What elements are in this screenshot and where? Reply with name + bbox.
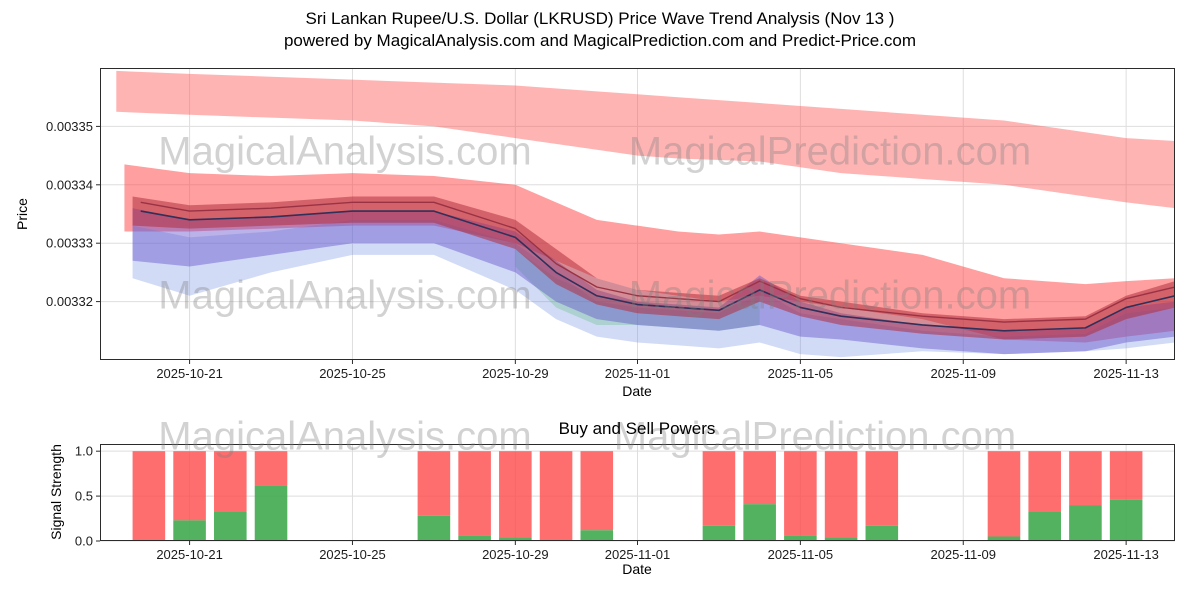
sell-power-bar — [824, 451, 858, 538]
svg-text:0.5: 0.5 — [75, 489, 93, 504]
price-axis-label: Price — [14, 198, 30, 230]
buy-power-bar — [417, 515, 451, 541]
watermark-magicalprediction-2: MagicalPrediction.com — [628, 273, 1032, 318]
svg-text:2025-11-05: 2025-11-05 — [768, 547, 834, 562]
svg-text:0.00335: 0.00335 — [46, 119, 93, 134]
buy-sell-power-chart: 2025-10-21 2025-10-25 2025-10-29 2025-11-01… — [75, 444, 1175, 562]
buy-power-bar — [865, 525, 899, 541]
figure-title: Sri Lankan Rupee/U.S. Dollar (LKRUSD) Pr… — [305, 9, 895, 28]
sell-power-bar — [173, 451, 206, 521]
buy-power-bar — [173, 520, 206, 541]
axes-spines — [100, 444, 1175, 541]
price-chart: 2025-10-21 2025-10-25 2025-10-29 2025-11-01… — [46, 68, 1175, 381]
sell-power-bar — [743, 451, 776, 505]
buy-power-bar — [458, 535, 491, 541]
figure-subtitle: powered by MagicalAnalysis.com and Magic… — [283, 31, 917, 50]
watermark-magicalprediction-1: MagicalPrediction.com — [628, 129, 1032, 174]
buy-power-bar — [214, 511, 247, 541]
svg-text:2025-11-09: 2025-11-09 — [930, 547, 996, 562]
sell-power-bar — [458, 451, 491, 536]
buy-power-bar — [1109, 499, 1143, 541]
buy-power-bar — [580, 530, 614, 541]
sell-power-bar — [539, 451, 573, 541]
buy-power-bar — [743, 504, 776, 541]
axes-spines — [100, 68, 1175, 360]
sell-power-bar — [499, 451, 532, 538]
sell-power-bar — [865, 451, 899, 526]
date-axis-label-top: Date — [622, 383, 652, 399]
svg-text:2025-11-13: 2025-11-13 — [1093, 366, 1159, 381]
trend-line-red — [140, 201, 1175, 323]
svg-text:0.00334: 0.00334 — [46, 177, 93, 192]
signal-strength-axis-label: Signal Strength — [48, 444, 64, 540]
svg-text:2025-10-25: 2025-10-25 — [319, 366, 386, 381]
sell-power-bar — [702, 451, 736, 526]
buy-power-bar — [702, 525, 736, 541]
sell-power-bar — [417, 451, 451, 516]
svg-text:2025-11-01: 2025-11-01 — [605, 366, 671, 381]
sell-power-bar — [1028, 451, 1061, 512]
blue-band — [132, 219, 1175, 358]
svg-text:2025-11-01: 2025-11-01 — [605, 547, 671, 562]
sell-power-bar — [1109, 451, 1143, 500]
svg-text:2025-11-13: 2025-11-13 — [1093, 547, 1159, 562]
watermark-magicalanalysis-2: MagicalAnalysis.com — [158, 273, 532, 318]
sell-power-bar — [987, 451, 1021, 537]
svg-text:1.0: 1.0 — [75, 444, 93, 459]
tick-labels: 2025-10-21 2025-10-25 2025-10-29 2025-11-01… — [75, 444, 1159, 562]
date-axis-label-bottom: Date — [622, 561, 652, 577]
svg-text:0.00333: 0.00333 — [46, 236, 93, 251]
watermark-magicalanalysis-1: MagicalAnalysis.com — [158, 129, 532, 174]
core-red-band — [132, 196, 1175, 340]
buy-power-bar — [254, 485, 288, 541]
svg-text:2025-10-21: 2025-10-21 — [156, 366, 223, 381]
svg-text:2025-10-25: 2025-10-25 — [319, 547, 386, 562]
svg-text:2025-10-29: 2025-10-29 — [482, 366, 549, 381]
watermark-magicalanalysis-3: MagicalAnalysis.com — [158, 414, 532, 459]
buy-power-bar — [1069, 505, 1102, 541]
svg-text:0.00332: 0.00332 — [46, 294, 93, 309]
buy-power-bar — [499, 537, 532, 541]
buy-power-bar — [784, 535, 817, 541]
tick-labels: 2025-10-21 2025-10-25 2025-10-29 2025-11-01… — [46, 119, 1159, 381]
buy-power-bar — [987, 536, 1021, 541]
buy-power-bar — [1028, 511, 1061, 541]
trend-line-dark — [140, 210, 1175, 332]
buy-power-bar — [824, 537, 858, 541]
sell-power-bar — [254, 451, 288, 486]
svg-text:2025-11-09: 2025-11-09 — [930, 366, 996, 381]
watermark-magicalprediction-3: MagicalPrediction.com — [613, 414, 1017, 459]
svg-text:2025-10-29: 2025-10-29 — [482, 547, 549, 562]
svg-text:2025-11-05: 2025-11-05 — [768, 366, 834, 381]
sell-power-bar — [214, 451, 247, 512]
upper-forecast-band — [116, 70, 1175, 209]
power-chart-title: Buy and Sell Powers — [558, 419, 716, 438]
sell-power-bar — [784, 451, 817, 536]
sell-power-bar — [132, 451, 166, 541]
svg-text:2025-10-21: 2025-10-21 — [156, 547, 223, 562]
sell-power-bar — [580, 451, 614, 531]
sell-power-bar — [1069, 451, 1102, 506]
svg-text:0.0: 0.0 — [75, 534, 93, 549]
